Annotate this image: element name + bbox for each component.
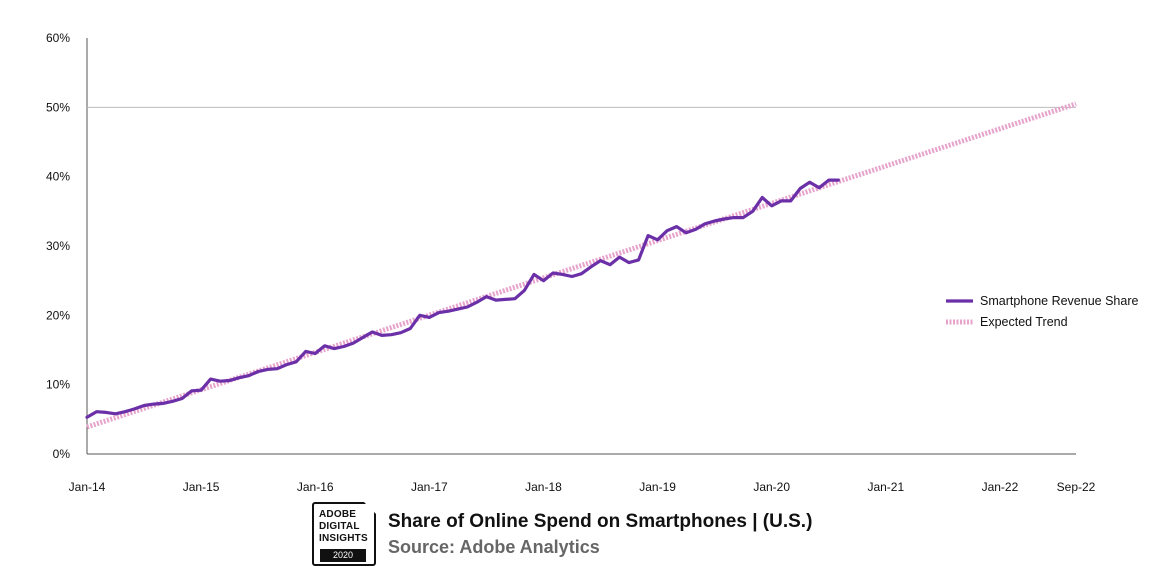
chart-footer: ADOBE DIGITAL INSIGHTS 2020 Share of Onl… xyxy=(312,502,872,566)
y-tick-label: 60% xyxy=(46,31,70,45)
x-tick-label: Jan-14 xyxy=(69,480,106,494)
legend-label: Expected Trend xyxy=(980,315,1068,329)
adobe-digital-insights-logo: ADOBE DIGITAL INSIGHTS 2020 xyxy=(312,502,376,566)
y-tick-label: 0% xyxy=(53,447,71,461)
x-tick-label: Jan-21 xyxy=(867,480,904,494)
badge-line-3: INSIGHTS xyxy=(319,533,368,544)
chart-source: Source: Adobe Analytics xyxy=(388,537,600,557)
x-axis-ticks: Jan-14 Jan-15 Jan-16 Jan-17 Jan-18 Jan-19 Jan-… xyxy=(69,480,1096,494)
x-tick-label: Jan-17 xyxy=(411,480,448,494)
x-tick-label: Jan-15 xyxy=(183,480,220,494)
x-tick-label: Sep-22 xyxy=(1057,480,1096,494)
series-smartphone-revenue-share xyxy=(85,178,840,419)
legend-label: Smartphone Revenue Share xyxy=(980,294,1138,308)
badge-year: 2020 xyxy=(320,549,366,562)
line-chart: 0%10%20%30%40%50%60% Jan-14 Jan-15 Jan-16 J… xyxy=(46,31,1139,494)
badge-line-2: DIGITAL xyxy=(319,521,360,532)
x-tick-label: Jan-16 xyxy=(297,480,334,494)
y-tick-label: 20% xyxy=(46,308,70,322)
legend: Smartphone Revenue Share Expected Trend xyxy=(946,294,1138,329)
x-tick-label: Jan-20 xyxy=(753,480,790,494)
series-layer xyxy=(85,101,1077,430)
y-tick-label: 10% xyxy=(46,378,70,392)
badge-corner-fold xyxy=(364,502,376,514)
y-tick-label: 30% xyxy=(46,239,70,253)
y-tick-label: 40% xyxy=(46,170,70,184)
x-tick-label: Jan-19 xyxy=(639,480,676,494)
x-tick-label: Jan-22 xyxy=(982,480,1019,494)
y-axis-ticks: 0% 10% 20% 30% 40% 50% 60% xyxy=(46,31,70,461)
chart-title: Share of Online Spend on Smartphones | (… xyxy=(388,511,813,532)
y-tick-label: 50% xyxy=(46,100,70,114)
badge-line-1: ADOBE xyxy=(319,509,357,520)
x-tick-label: Jan-18 xyxy=(525,480,562,494)
